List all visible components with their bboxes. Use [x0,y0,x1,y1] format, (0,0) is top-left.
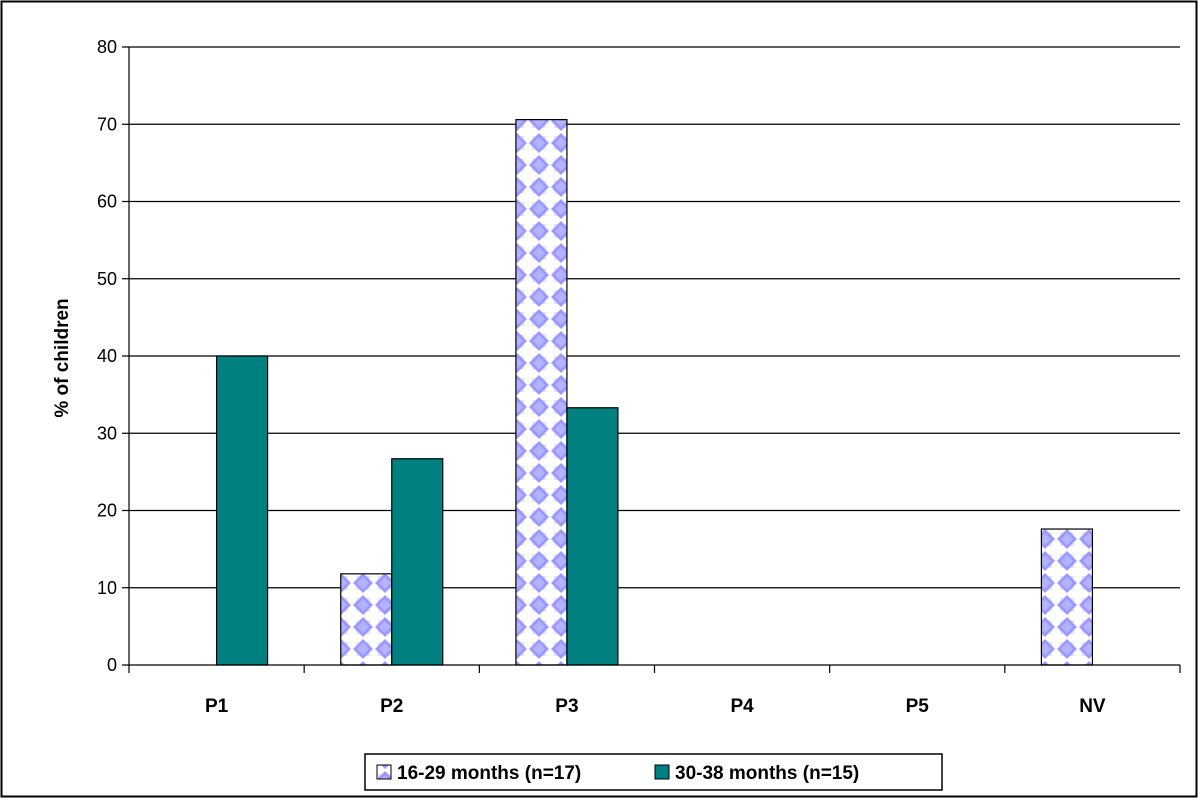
bar-series1-p2 [340,573,393,666]
bar-series2-p3 [566,407,619,666]
legend-swatch-series2 [654,764,670,780]
legend-label-series2: 30-38 months (n=15) [675,763,859,784]
x-category-label: NV [1079,696,1106,717]
legend-box [364,753,943,791]
y-tick-label: 20 [97,501,117,521]
y-tick-label: 70 [97,114,117,134]
legend-swatch-series1 [376,764,392,780]
x-category-label: P1 [205,696,229,717]
axes [122,46,1181,673]
legend: 16-29 months (n=17) 30-38 months (n=15) [364,753,943,791]
bar-series1-p3 [515,119,568,666]
y-tick-label: 30 [97,423,117,443]
y-axis-title: % of children [52,298,73,417]
y-tick-label: 10 [97,578,117,598]
y-tick-label: 40 [97,346,117,366]
x-category-label: P5 [906,696,930,717]
x-category-label: P3 [555,696,578,717]
y-tick-label: 80 [97,37,117,57]
legend-label-series1: 16-29 months (n=17) [397,763,581,784]
bar-series2-p1 [215,355,269,666]
y-tick-label: 0 [107,655,117,675]
gridlines [129,46,1180,589]
x-category-label: P2 [380,696,403,717]
bars [215,119,1094,666]
x-category-label: P4 [730,696,754,717]
bar-series1-nv [1040,528,1094,666]
y-tick-label: 60 [97,192,117,212]
y-tick-label: 50 [97,269,117,289]
bar-series2-p2 [391,458,444,666]
axis-labels: 0 10 20 30 40 50 60 70 80 P1 P2 P3 P4 P5 NV [97,37,1106,717]
